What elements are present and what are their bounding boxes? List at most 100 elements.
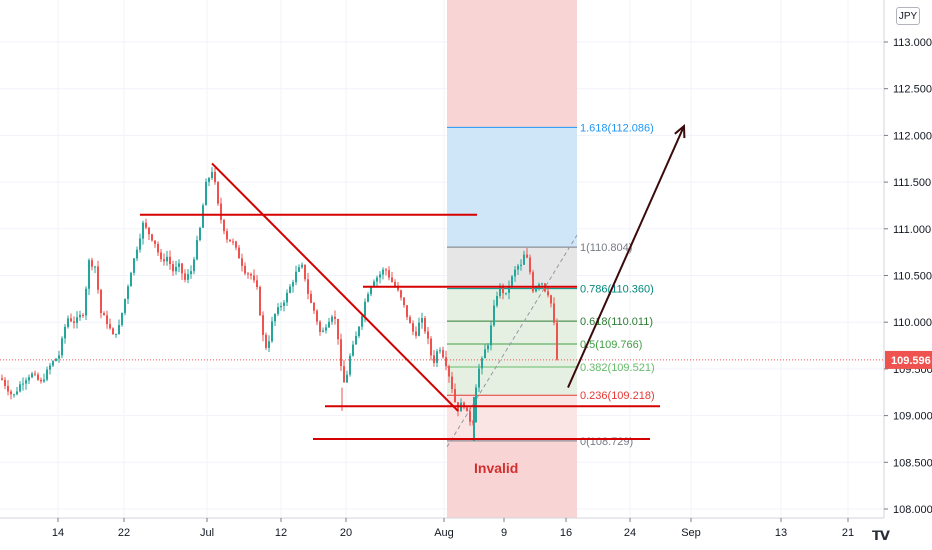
currency-selector[interactable]: JPY <box>896 7 920 25</box>
candle[interactable] <box>349 353 351 377</box>
candle[interactable] <box>379 271 381 284</box>
candle[interactable] <box>469 407 471 426</box>
candle[interactable] <box>253 269 255 283</box>
candle[interactable] <box>307 272 309 300</box>
candle[interactable] <box>319 320 321 336</box>
candle[interactable] <box>148 227 150 241</box>
candle[interactable] <box>10 389 12 400</box>
candle[interactable] <box>79 310 81 321</box>
candle[interactable] <box>331 314 333 325</box>
candle[interactable] <box>433 350 435 367</box>
candle[interactable] <box>55 358 57 362</box>
candle[interactable] <box>493 299 495 327</box>
candle[interactable] <box>88 258 90 296</box>
candle[interactable] <box>328 317 330 328</box>
candle[interactable] <box>361 314 363 330</box>
candle[interactable] <box>466 407 468 412</box>
candle[interactable] <box>7 380 9 396</box>
candlesticks[interactable] <box>1 167 558 441</box>
candle[interactable] <box>508 280 510 300</box>
candle[interactable] <box>181 262 183 280</box>
candle[interactable] <box>13 393 15 398</box>
candle[interactable] <box>205 178 207 206</box>
candle[interactable] <box>352 340 354 357</box>
candle[interactable] <box>232 238 234 246</box>
candle[interactable] <box>187 268 189 284</box>
candle[interactable] <box>532 269 534 294</box>
candle[interactable] <box>454 383 456 403</box>
candle[interactable] <box>100 288 102 319</box>
candle[interactable] <box>133 257 135 276</box>
candle[interactable] <box>142 220 144 245</box>
candle[interactable] <box>247 271 249 279</box>
candle[interactable] <box>214 168 216 185</box>
candle[interactable] <box>19 381 21 393</box>
candle[interactable] <box>40 377 42 384</box>
candle[interactable] <box>505 292 507 296</box>
candle[interactable] <box>382 267 384 280</box>
candle[interactable] <box>334 310 336 325</box>
candle[interactable] <box>421 312 423 329</box>
candle[interactable] <box>358 325 360 339</box>
candle[interactable] <box>229 239 231 242</box>
candle[interactable] <box>442 346 444 359</box>
candle[interactable] <box>496 291 498 308</box>
candle[interactable] <box>220 197 222 224</box>
candle[interactable] <box>415 326 417 339</box>
candle[interactable] <box>211 167 213 181</box>
candle[interactable] <box>130 271 132 287</box>
candle[interactable] <box>139 233 141 253</box>
candle[interactable] <box>76 311 78 329</box>
candle[interactable] <box>283 299 285 312</box>
candle[interactable] <box>163 253 165 266</box>
candle[interactable] <box>376 275 378 287</box>
candle[interactable] <box>235 240 237 251</box>
candle[interactable] <box>346 370 348 383</box>
candle[interactable] <box>556 318 558 361</box>
candle[interactable] <box>16 387 18 396</box>
candle[interactable] <box>160 249 162 262</box>
candle[interactable] <box>157 241 159 257</box>
candle[interactable] <box>118 319 120 335</box>
candle[interactable] <box>184 269 186 283</box>
candle[interactable] <box>475 384 477 423</box>
candle[interactable] <box>367 291 369 303</box>
fibonacci-extension[interactable]: 1.618(112.086) 1(110.804) 0.786(110.360) 0.… <box>446 122 655 448</box>
candle[interactable] <box>520 259 522 271</box>
candle[interactable] <box>208 176 210 187</box>
candle[interactable] <box>388 266 390 281</box>
candle[interactable] <box>514 266 516 282</box>
candle[interactable] <box>166 250 168 266</box>
candle[interactable] <box>175 260 177 275</box>
candle[interactable] <box>31 371 33 379</box>
candle[interactable] <box>37 372 39 381</box>
candle[interactable] <box>418 317 420 337</box>
candle[interactable] <box>409 315 411 324</box>
candle[interactable] <box>106 310 108 329</box>
candle[interactable] <box>523 250 525 266</box>
candle[interactable] <box>325 324 327 334</box>
candle[interactable] <box>244 262 246 276</box>
candle[interactable] <box>226 228 228 243</box>
candle[interactable] <box>445 350 447 371</box>
candle[interactable] <box>127 284 129 305</box>
candle[interactable] <box>391 271 393 283</box>
candle[interactable] <box>478 363 480 393</box>
candle[interactable] <box>64 324 66 344</box>
candle[interactable] <box>241 253 243 272</box>
candle[interactable] <box>49 362 51 375</box>
candle[interactable] <box>322 327 324 333</box>
candle[interactable] <box>28 374 30 384</box>
candle[interactable] <box>94 265 96 274</box>
candle[interactable] <box>298 264 300 273</box>
drawings[interactable] <box>0 123 884 440</box>
candle[interactable] <box>73 316 75 329</box>
candle[interactable] <box>400 289 402 301</box>
candle[interactable] <box>58 350 60 363</box>
candle[interactable] <box>34 370 36 377</box>
candle[interactable] <box>217 180 219 206</box>
candle[interactable] <box>286 289 288 306</box>
candle[interactable] <box>1 374 3 381</box>
candle[interactable] <box>487 343 489 353</box>
candle[interactable] <box>271 316 273 344</box>
